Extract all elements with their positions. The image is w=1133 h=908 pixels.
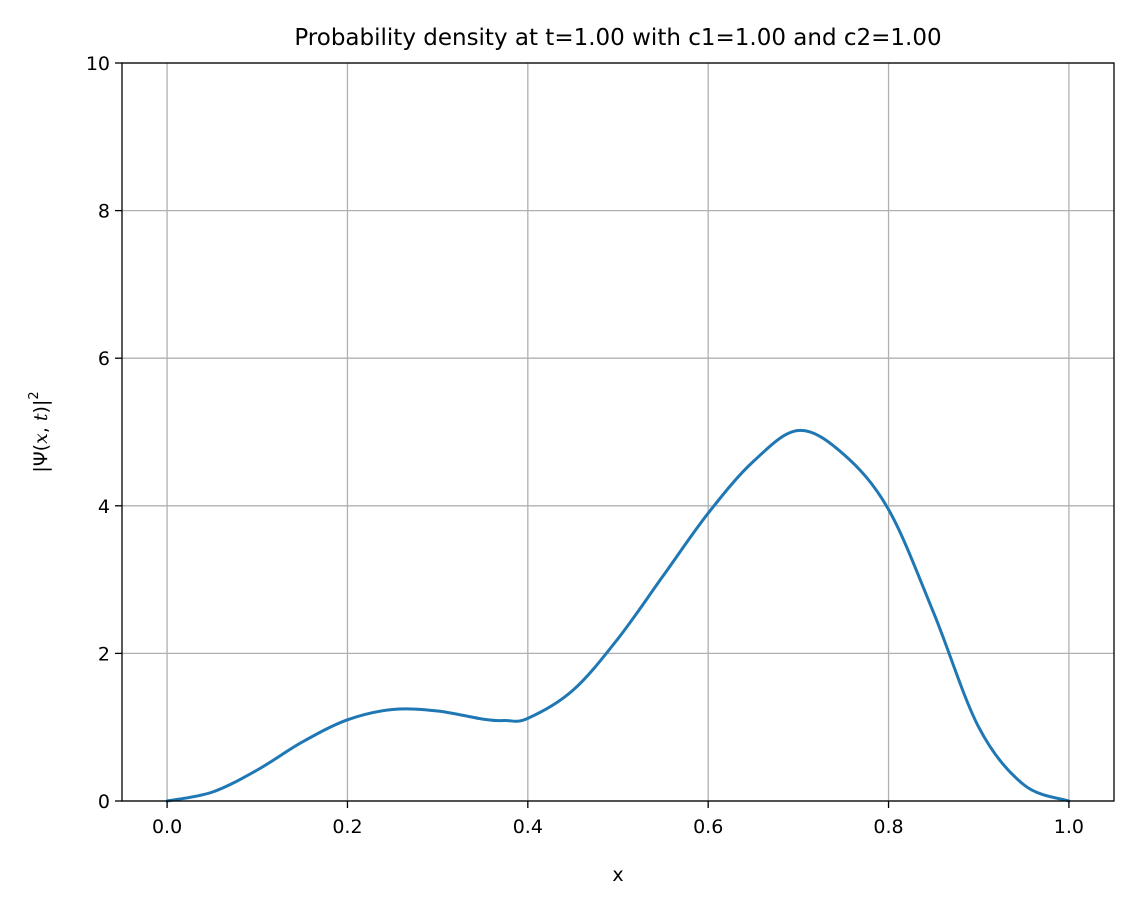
x-tick-label: 0.2 [332,816,362,838]
x-tick-label: 1.0 [1054,816,1084,838]
y-label-part: )| [30,400,52,414]
y-tick-label: 4 [98,496,110,518]
x-axis: 0.0 0.2 0.4 0.6 0.8 1.0 [152,801,1084,838]
y-label-superscript: 2 [27,391,42,399]
x-axis-label: x [612,864,623,886]
x-tick-label: 0.4 [513,816,543,838]
y-tick-label: 2 [98,643,110,665]
series-layer [165,429,1071,803]
y-tick-label: 6 [98,348,110,370]
y-label-part: x [30,433,52,444]
y-tick-label: 0 [98,791,110,813]
series-line [165,429,1071,803]
x-tick-label: 0.0 [152,816,182,838]
y-axis-label: |Ψ(x, t)|2 [27,391,52,472]
y-label-part: t [30,413,52,421]
plot-frame [121,62,1115,802]
x-tick-label: 0.6 [693,816,723,838]
y-axis: 0 2 4 6 8 10 [86,53,122,813]
y-label-part: |Ψ( [30,444,52,473]
y-tick-label: 10 [86,53,110,75]
y-tick-label: 8 [98,201,110,223]
y-label-part: , [30,421,52,433]
grid [122,62,1114,802]
chart-title: Probability density at t=1.00 with c1=1.… [294,25,941,51]
x-tick-label: 0.8 [873,816,903,838]
